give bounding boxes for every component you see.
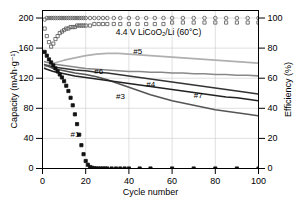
svg-text:#6: #6: [94, 67, 103, 76]
svg-text:200: 200: [18, 13, 33, 23]
svg-text:#3: #3: [116, 92, 125, 101]
svg-text:20: 20: [81, 176, 91, 186]
svg-text:60: 60: [268, 73, 278, 83]
svg-text:4.4 V LiCoO₂/Li (60°C): 4.4 V LiCoO₂/Li (60°C): [116, 27, 202, 37]
svg-text:60: 60: [167, 176, 177, 186]
svg-text:#1: #1: [71, 130, 80, 139]
svg-text:100: 100: [268, 13, 283, 23]
svg-text:Efficiency (%): Efficiency (%): [283, 62, 293, 117]
svg-text:0: 0: [28, 163, 33, 173]
svg-text:Cycle number: Cycle number: [123, 187, 179, 197]
svg-text:80: 80: [23, 103, 33, 113]
svg-text:80: 80: [268, 43, 278, 53]
svg-text:#7: #7: [194, 91, 203, 100]
svg-text:100: 100: [251, 176, 266, 186]
svg-text:160: 160: [18, 43, 33, 53]
svg-text:40: 40: [124, 176, 134, 186]
svg-text:120: 120: [18, 73, 33, 83]
svg-text:#4: #4: [146, 80, 155, 89]
svg-text:0: 0: [40, 176, 45, 186]
svg-text:0: 0: [268, 163, 273, 173]
svg-text:40: 40: [268, 103, 278, 113]
svg-text:20: 20: [268, 133, 278, 143]
svg-text:80: 80: [210, 176, 220, 186]
svg-text:Capacity (mAh·g⁻¹): Capacity (mAh·g⁻¹): [9, 51, 19, 129]
svg-text:40: 40: [23, 133, 33, 143]
svg-text:#5: #5: [133, 47, 142, 56]
